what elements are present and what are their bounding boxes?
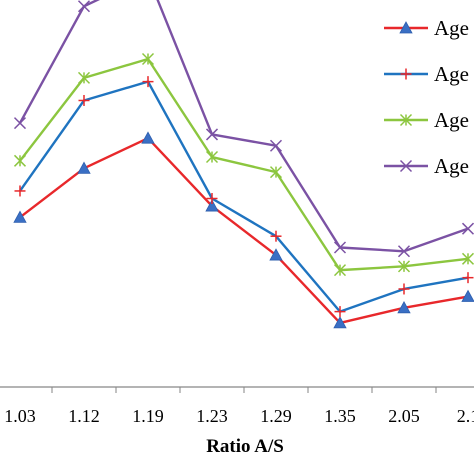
series-3-point (461, 252, 474, 265)
x-tick-label: 1.29 (260, 406, 292, 426)
legend-marker (399, 159, 413, 173)
series-3-point (269, 166, 283, 179)
series-4-point (13, 117, 27, 130)
series-2-point (270, 230, 282, 242)
x-tick-labels: 1.03 1.12 1.19 1.23 1.29 1.35 2.05 2.1 (4, 406, 474, 426)
legend-label: Age (434, 62, 469, 86)
legend-marker (399, 113, 413, 127)
series-1-point (397, 300, 411, 314)
legend-label: Age (434, 108, 469, 132)
legend-entry-3: Age (384, 108, 469, 132)
x-tick-label: 1.35 (324, 406, 356, 426)
series-2-point (14, 185, 26, 197)
x-tick-label: 1.23 (196, 406, 228, 426)
x-tick-label: 1.12 (68, 406, 100, 426)
series-3-point (333, 264, 347, 277)
series-2-point (334, 306, 346, 318)
series-1-point (269, 248, 283, 261)
series-1-point (461, 289, 474, 302)
legend-label: Age (434, 154, 469, 178)
x-axis-title: Ratio A/S (206, 436, 284, 457)
legend: Age Age Age Age (384, 16, 469, 178)
series-2-point (206, 193, 218, 204)
x-tick-label: 2.05 (388, 406, 420, 426)
series-line-1 (19, 136, 469, 325)
series-4-point (77, 0, 91, 13)
legend-entry-1: Age (384, 16, 469, 40)
legend-label: Age (434, 16, 469, 40)
series-4-point (269, 139, 283, 152)
legend-marker (399, 21, 413, 34)
series-4-point (333, 241, 347, 254)
x-tick-label: 2.1 (457, 406, 474, 426)
series-2-point (142, 76, 154, 88)
series-4-point (397, 245, 411, 258)
axes (0, 386, 474, 393)
series-line-3 (19, 57, 469, 272)
x-tick-label: 1.19 (132, 406, 164, 426)
series-line-2 (19, 80, 469, 313)
series-3-point (77, 71, 91, 84)
series-4-point (205, 128, 219, 141)
series-4-point (461, 222, 474, 235)
series-1-point (333, 316, 347, 329)
series-3-point (141, 52, 155, 66)
legend-marker (400, 68, 412, 80)
series-2-point (462, 272, 474, 284)
series-1-point (13, 210, 27, 223)
series-2-point (398, 283, 410, 295)
series-1-point (141, 131, 155, 144)
x-tick-label: 1.03 (4, 406, 36, 426)
series-3-point (397, 260, 411, 273)
legend-entry-4: Age (384, 154, 469, 178)
legend-entry-2: Age (384, 62, 469, 86)
series-1-point (205, 199, 219, 212)
series-lines (18, 0, 469, 325)
series-3-point (205, 150, 219, 164)
series-1-point (77, 161, 91, 174)
series-3-point (13, 154, 27, 167)
series-markers (13, 0, 474, 329)
series-2-point (78, 94, 90, 106)
series-line-4 (18, 0, 469, 253)
